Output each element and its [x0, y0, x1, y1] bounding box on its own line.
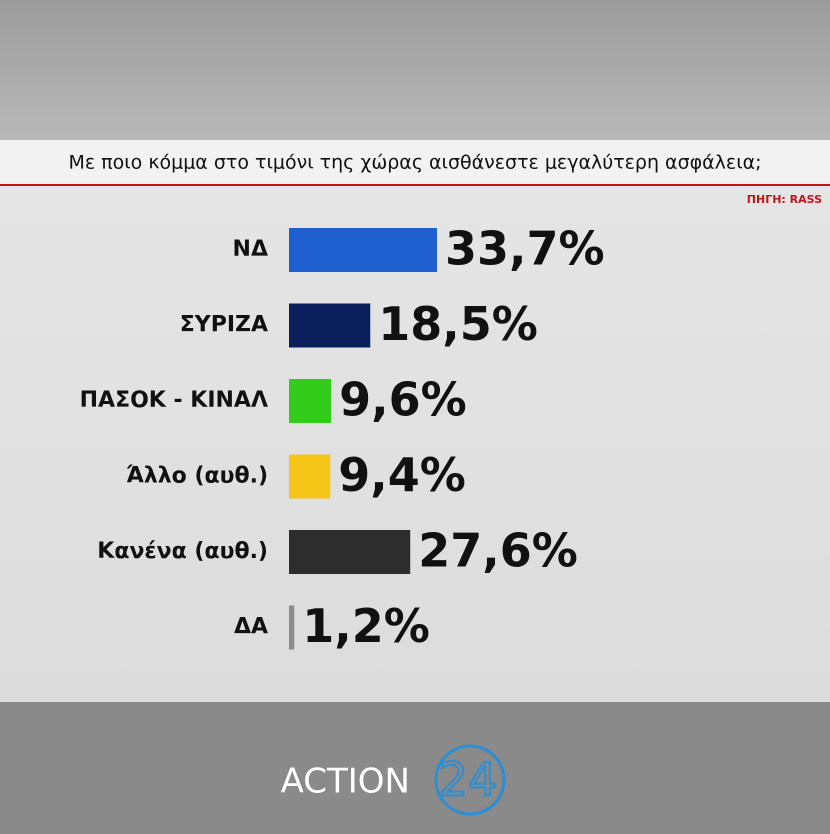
- value-label: 27,6%: [418, 524, 578, 578]
- chart-title: Με ποιο κόμμα στο τιμόνι της χώρας αισθά…: [68, 152, 761, 174]
- brand-ring: [434, 744, 506, 816]
- category-label: ΝΔ: [233, 237, 268, 262]
- bar: [289, 303, 371, 348]
- category-label: ΔΑ: [234, 615, 268, 640]
- bar: [289, 454, 331, 499]
- source: ΠΗΓΗ: RASS: [747, 193, 822, 206]
- value-label: 33,7%: [445, 222, 605, 276]
- category-label: ΠΑΣΟΚ - ΚΙΝΑΛ: [80, 388, 268, 413]
- value-label: 1,2%: [302, 599, 430, 653]
- value-label: 9,6%: [339, 373, 467, 427]
- bar: [289, 379, 332, 423]
- title-bar: [0, 140, 830, 184]
- category-label: Άλλο (αυθ.): [126, 464, 268, 489]
- background-bottom: [0, 702, 830, 834]
- value-label: 18,5%: [378, 297, 538, 351]
- bar: [289, 530, 411, 574]
- bar: [289, 605, 295, 650]
- category-label: Κανένα (αυθ.): [97, 539, 268, 564]
- bar: [289, 228, 437, 272]
- brand-number: 24: [439, 753, 498, 807]
- category-label: ΣΥΡΙΖΑ: [180, 313, 268, 338]
- value-label: 9,4%: [338, 448, 466, 502]
- background-top: [0, 0, 830, 140]
- brand-name: ACTION: [281, 762, 410, 802]
- bars: ΝΔ 33,7% ΣΥΡΙΖΑ 18,5% ΠΑΣΟΚ - ΚΙΝΑΛ 9,6% Άλλο …: [80, 222, 605, 654]
